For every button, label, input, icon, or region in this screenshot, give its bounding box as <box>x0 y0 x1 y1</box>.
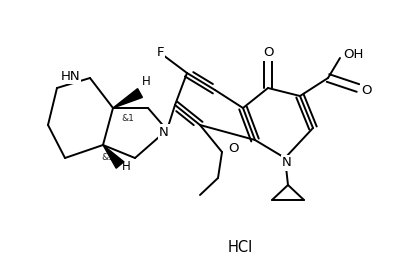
Text: HN: HN <box>60 70 80 82</box>
Text: O: O <box>228 142 239 156</box>
Text: &1: &1 <box>121 114 134 123</box>
Text: &1: &1 <box>101 153 114 162</box>
Text: N: N <box>282 156 292 170</box>
Text: N: N <box>159 125 169 138</box>
Text: O: O <box>361 84 372 98</box>
Text: OH: OH <box>343 47 364 61</box>
Text: H: H <box>142 75 151 88</box>
Text: O: O <box>263 47 273 59</box>
Text: F: F <box>156 47 164 59</box>
Polygon shape <box>103 145 124 168</box>
Text: H: H <box>122 160 131 173</box>
Text: HCl: HCl <box>227 241 253 255</box>
Polygon shape <box>113 89 142 108</box>
